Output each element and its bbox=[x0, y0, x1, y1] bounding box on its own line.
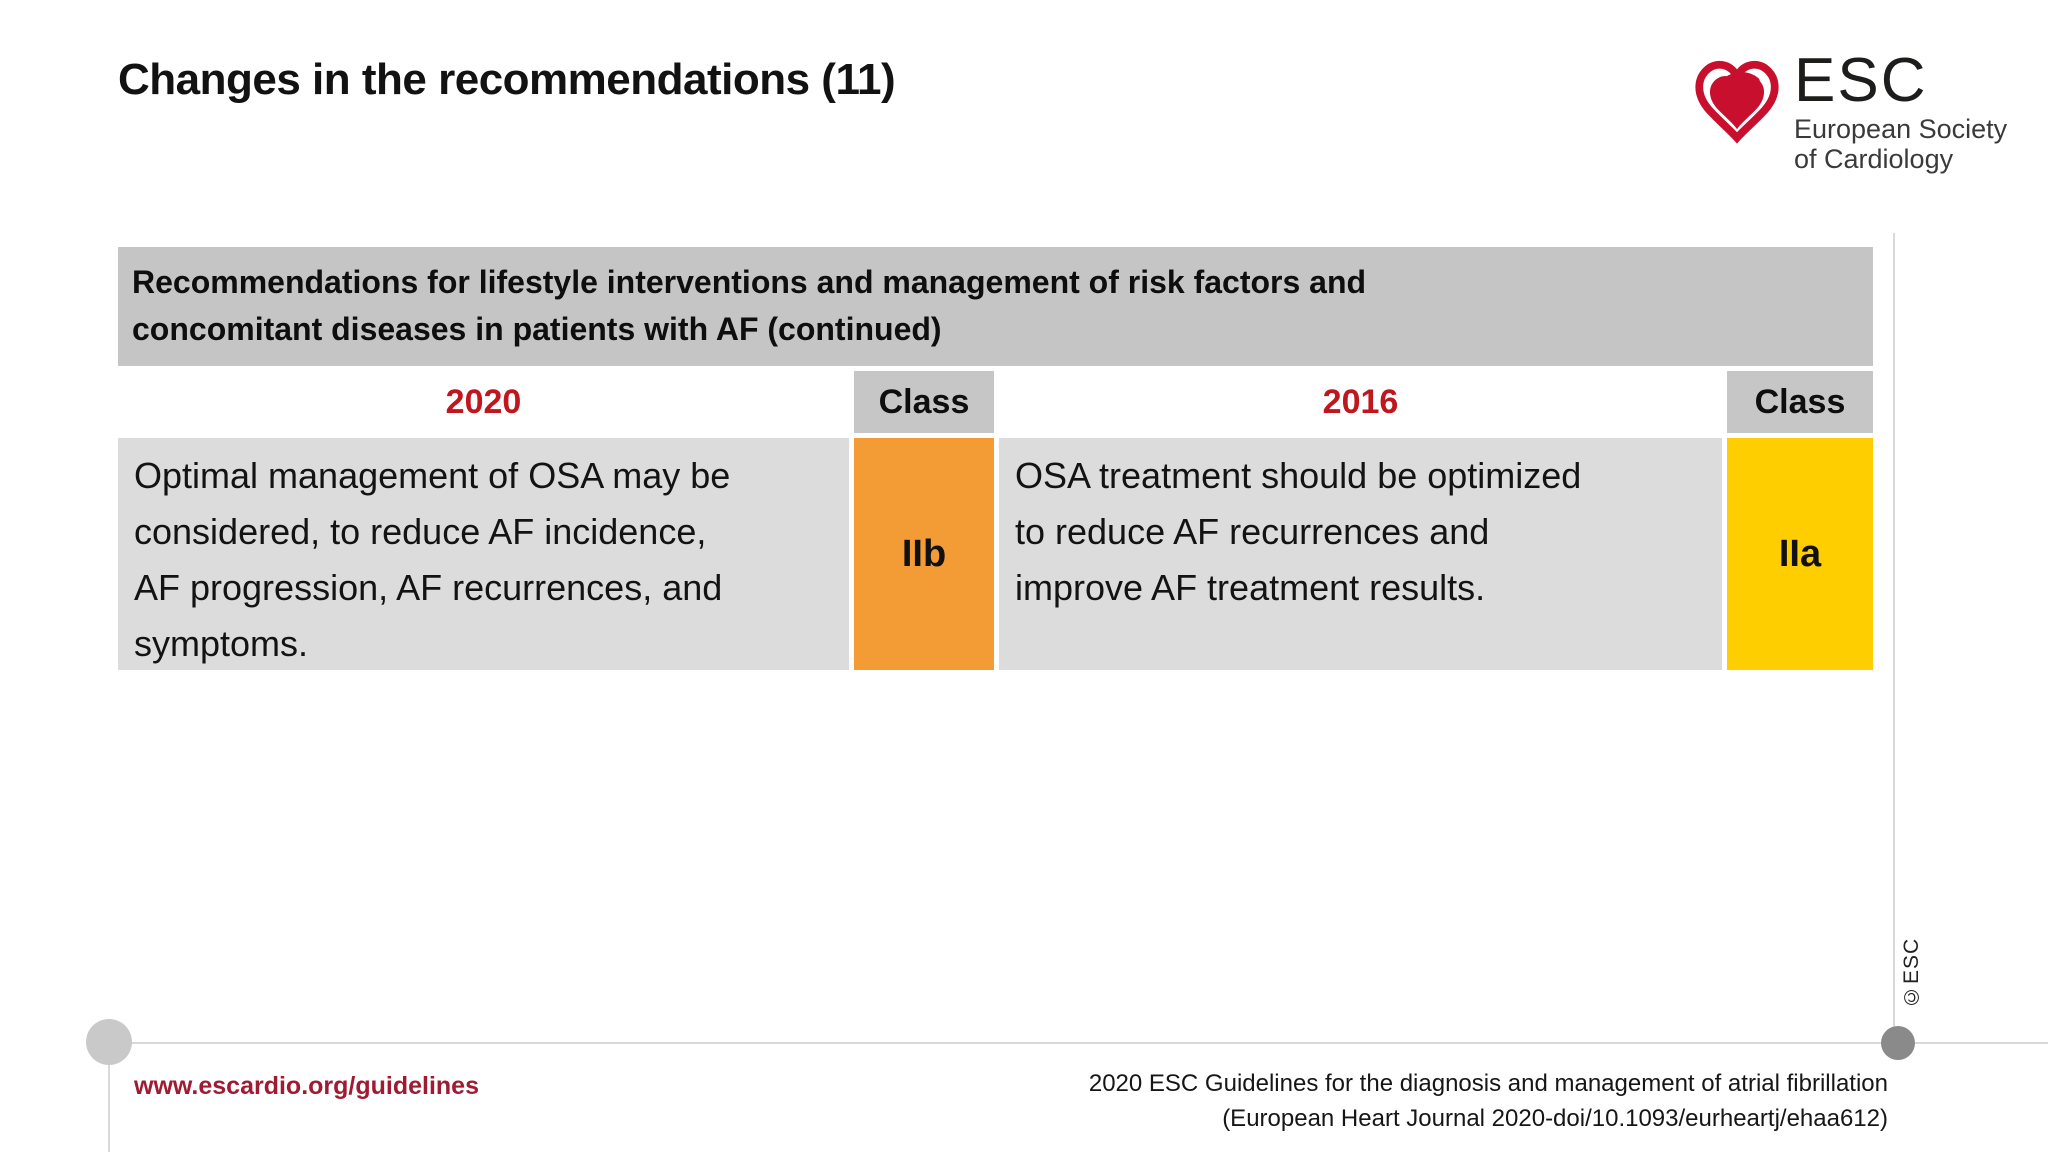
esc-logo-subtitle: European Society of Cardiology bbox=[1794, 114, 2008, 174]
footer-left-circle bbox=[86, 1019, 132, 1065]
esc-heart-icon bbox=[1695, 60, 1779, 144]
table-title: Recommendations for lifestyle interventi… bbox=[118, 247, 1873, 366]
column-header-2016: 2016 bbox=[1322, 382, 1399, 421]
footer-left-vertical-line bbox=[108, 1043, 110, 1152]
recommendation-2020-cell: Optimal management of OSA may be conside… bbox=[118, 438, 849, 670]
recommendation-2016-cell: OSA treatment should be optimized to red… bbox=[999, 438, 1722, 670]
esc-logo-text: ESC European Society of Cardiology bbox=[1794, 46, 2008, 175]
esc-copyright-vertical: ©ESC bbox=[1900, 937, 1923, 1008]
esc-logo: ESC European Society of Cardiology bbox=[1694, 48, 2007, 174]
class-badge-iia: IIa bbox=[1727, 438, 1873, 670]
footer-right-circle bbox=[1881, 1026, 1915, 1060]
column-header-class-2016: Class bbox=[1727, 371, 1873, 433]
class-badge-iib: IIb bbox=[854, 438, 994, 670]
footer-horizontal-line bbox=[108, 1042, 2048, 1044]
column-header-2020: 2020 bbox=[445, 382, 522, 421]
recommendations-table: Recommendations for lifestyle interventi… bbox=[118, 247, 1873, 670]
esc-logo-acronym: ESC bbox=[1794, 46, 1928, 115]
right-divider-line bbox=[1893, 233, 1895, 1043]
column-header-class-2020: Class bbox=[854, 371, 994, 433]
guidelines-link[interactable]: www.escardio.org/guidelines bbox=[134, 1072, 479, 1100]
citation-text: 2020 ESC Guidelines for the diagnosis an… bbox=[1088, 1070, 1888, 1132]
page-title: Changes in the recommendations (11) bbox=[118, 55, 896, 104]
